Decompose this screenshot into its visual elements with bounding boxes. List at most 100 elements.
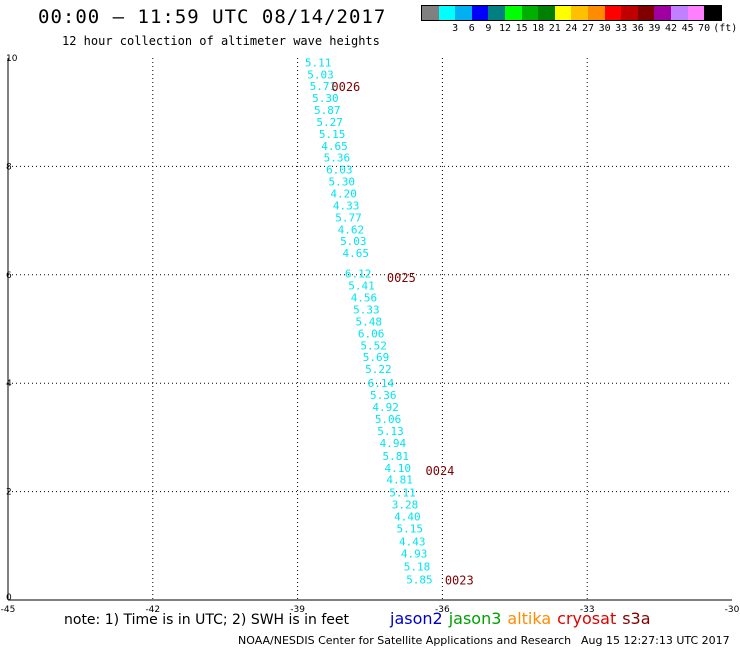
color-scale-cell bbox=[504, 6, 522, 20]
x-tick-label: -36 bbox=[435, 605, 450, 615]
wave-height-value: 4.65 bbox=[342, 247, 369, 260]
pass-time-label: 0023 bbox=[445, 573, 474, 587]
color-scale-cell bbox=[637, 6, 655, 20]
legend-entry-s3a: s3a bbox=[622, 609, 651, 628]
color-scale-label: 33 bbox=[615, 23, 628, 34]
color-scale-cell bbox=[687, 6, 705, 20]
x-tick-label: -30 bbox=[725, 605, 740, 615]
wave-height-value: 5.85 bbox=[406, 573, 433, 586]
color-scale-label: 21 bbox=[548, 23, 561, 34]
pass-time-label: 0024 bbox=[426, 464, 455, 478]
y-tick-label: 10 bbox=[6, 54, 18, 64]
color-scale-cell bbox=[554, 6, 572, 20]
wave-height-value: 5.30 bbox=[328, 176, 355, 189]
color-scale-cell bbox=[587, 6, 605, 20]
wave-height-value: 4.93 bbox=[401, 547, 428, 560]
color-scale-cell bbox=[654, 6, 671, 20]
color-scale-label: 30 bbox=[598, 23, 611, 34]
color-scale-cell bbox=[438, 6, 456, 20]
color-scale-bar: 3 6 9 12 15 18 21 24 27 30 33 36 39 42 45 70 (ft) bbox=[421, 5, 737, 35]
color-scale-cell bbox=[521, 6, 539, 20]
color-scale-unit: (ft) bbox=[713, 23, 738, 34]
color-scale-label: 24 bbox=[565, 23, 578, 34]
wave-height-value: 5.11 bbox=[305, 56, 332, 69]
color-scale-cells bbox=[421, 5, 722, 21]
color-scale-label: 42 bbox=[664, 23, 678, 34]
pass-time-label: 0025 bbox=[387, 271, 416, 285]
wave-height-value: 5.52 bbox=[360, 339, 387, 352]
timestamp-text: Aug 15 12:27:13 UTC 2017 bbox=[581, 634, 730, 647]
wave-height-value: 5.69 bbox=[363, 351, 390, 364]
wave-height-value: 4.33 bbox=[333, 199, 360, 212]
wave-height-value: 5.33 bbox=[353, 303, 380, 316]
wave-height-value: 5.06 bbox=[375, 413, 402, 426]
color-scale-labels: 3 6 9 12 15 18 21 24 27 30 33 36 39 42 45 70 (ft) bbox=[421, 21, 737, 35]
color-scale-cell bbox=[704, 6, 721, 20]
color-scale-label: 36 bbox=[631, 23, 644, 34]
units-note: note: 1) Time is in UTC; 2) SWH is in fe… bbox=[64, 612, 350, 628]
wave-height-value: 4.65 bbox=[321, 140, 348, 153]
color-scale-label: 3 bbox=[452, 23, 459, 34]
wave-height-value: 5.87 bbox=[314, 104, 341, 117]
color-scale-cell bbox=[604, 6, 622, 20]
y-tick-label: 8 bbox=[6, 162, 12, 172]
wave-height-value: 5.36 bbox=[370, 389, 397, 402]
wave-height-value: 5.77 bbox=[335, 211, 362, 224]
wave-height-value: 5.18 bbox=[404, 560, 431, 573]
color-scale-label: 45 bbox=[681, 23, 694, 34]
color-scale-cell bbox=[670, 6, 688, 20]
color-scale-label: 6 bbox=[468, 23, 475, 34]
x-tick-label: -45 bbox=[1, 605, 16, 615]
wave-height-value: 5.03 bbox=[340, 235, 367, 248]
wave-height-value: 3.28 bbox=[392, 499, 419, 512]
wave-height-value: 5.27 bbox=[316, 116, 343, 129]
wave-height-value: 5.41 bbox=[348, 280, 375, 293]
wave-height-value: 6.03 bbox=[326, 164, 353, 177]
wave-height-value: 5.11 bbox=[389, 487, 416, 500]
y-tick-label: 2 bbox=[6, 488, 12, 498]
wave-height-value: 5.81 bbox=[383, 450, 410, 463]
wave-height-value: 5.13 bbox=[377, 425, 404, 438]
x-tick-label: -39 bbox=[290, 605, 305, 615]
legend-entry-altika: altika bbox=[507, 609, 552, 628]
wave-height-value: 5.48 bbox=[356, 315, 383, 328]
wave-height-value: 5.15 bbox=[397, 522, 424, 535]
color-scale-label: 27 bbox=[581, 23, 595, 34]
legend-entry-jason3: jason3 bbox=[448, 609, 502, 628]
wave-height-value: 6.12 bbox=[345, 268, 372, 281]
color-scale-cell bbox=[538, 6, 555, 20]
wave-height-value: 4.43 bbox=[399, 535, 426, 548]
satellite-legend: jason2 jason3 altika cryosat s3a bbox=[390, 609, 657, 628]
pass-time-label: 0026 bbox=[331, 80, 360, 94]
wave-height-value: 5.36 bbox=[324, 152, 351, 165]
x-tick-label: -42 bbox=[145, 605, 160, 615]
wave-height-value: 5.30 bbox=[312, 92, 339, 105]
credit-text: NOAA/NESDIS Center for Satellite Applica… bbox=[238, 634, 572, 647]
wave-height-value: 4.62 bbox=[338, 223, 365, 236]
legend-entry-jason2: jason2 bbox=[390, 609, 443, 628]
wave-height-value: 4.94 bbox=[380, 437, 407, 450]
wave-height-value: 4.40 bbox=[394, 511, 421, 524]
wave-height-value: 5.22 bbox=[365, 363, 392, 376]
color-scale-cell bbox=[621, 6, 638, 20]
wave-height-value: 5.71 bbox=[310, 80, 337, 93]
wave-height-value: 4.20 bbox=[330, 188, 357, 201]
wave-height-value: 4.56 bbox=[351, 292, 378, 305]
color-scale-cell bbox=[422, 6, 439, 20]
y-tick-label: 0 bbox=[6, 593, 12, 603]
color-scale-cell bbox=[571, 6, 588, 20]
x-tick-label: -33 bbox=[580, 605, 595, 615]
color-scale-label: 18 bbox=[532, 23, 545, 34]
wave-height-value: 4.10 bbox=[384, 462, 411, 475]
legend-entry-cryosat: cryosat bbox=[557, 609, 617, 628]
color-scale-cell bbox=[471, 6, 489, 20]
y-tick-label: 4 bbox=[6, 379, 12, 389]
chart-title: 00:00 – 11:59 UTC 08/14/2017 bbox=[38, 6, 387, 28]
wave-height-value: 5.15 bbox=[319, 128, 346, 141]
color-scale-label: 39 bbox=[648, 23, 661, 34]
color-scale-label: 70 bbox=[698, 23, 711, 34]
color-scale-cell bbox=[455, 6, 472, 20]
y-tick-label: 6 bbox=[6, 271, 12, 281]
